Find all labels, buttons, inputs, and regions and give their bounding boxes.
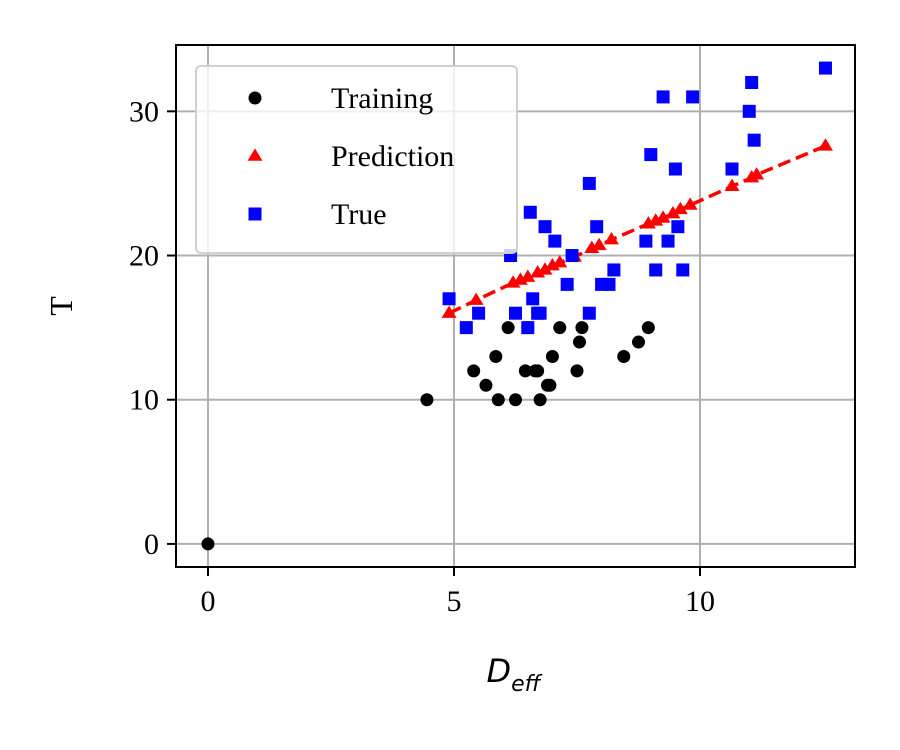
- true-point: [656, 90, 670, 104]
- true-point: [523, 205, 537, 219]
- training-point: [533, 393, 547, 407]
- true-point: [607, 263, 621, 277]
- x-tick-label: 5: [446, 585, 461, 618]
- true-point: [639, 234, 653, 248]
- training-point: [553, 321, 567, 335]
- prediction-point: [591, 237, 607, 251]
- prediction-point: [749, 167, 765, 180]
- x-axis-label-subscript: eff: [511, 672, 543, 697]
- true-point: [548, 234, 562, 248]
- training-point: [501, 321, 515, 335]
- true-point: [742, 104, 756, 118]
- training-point: [545, 349, 559, 363]
- x-tick-label: 10: [685, 585, 715, 618]
- true-point: [442, 292, 456, 306]
- y-tick-label: 10: [129, 384, 159, 417]
- y-tick-label: 20: [129, 240, 159, 273]
- x-axis-label: Deff: [486, 652, 542, 697]
- prediction-point: [537, 262, 553, 275]
- plot-frame: [175, 44, 856, 568]
- y-tick-label: 0: [144, 528, 159, 561]
- true-point: [459, 321, 473, 335]
- true-point: [602, 277, 616, 291]
- true-point: [472, 306, 486, 320]
- axis-ticks: 0 5 10 0 10 20 30: [129, 95, 715, 618]
- true-point: [521, 321, 535, 335]
- legend-training-label: Training: [331, 82, 433, 115]
- prediction-point: [468, 292, 484, 305]
- true-point: [676, 263, 690, 277]
- legend-box: [195, 65, 518, 254]
- prediction-point: [603, 232, 619, 245]
- training-point: [531, 364, 545, 378]
- true-point: [533, 306, 547, 320]
- prediction-point: [672, 201, 688, 215]
- true-point: [661, 234, 675, 248]
- prediction-point: [655, 210, 671, 223]
- prediction-point: [818, 138, 833, 151]
- training-point: [491, 393, 505, 407]
- true-point: [745, 75, 759, 89]
- true-point: [538, 220, 552, 234]
- prediction-point: [724, 178, 740, 192]
- true-point: [582, 306, 596, 320]
- true-point: [509, 306, 522, 320]
- true-point: [671, 220, 685, 234]
- prediction-series: [441, 138, 833, 318]
- training-point: [570, 364, 584, 378]
- prediction-point: [682, 197, 698, 210]
- training-point: [543, 378, 557, 392]
- true-point: [668, 162, 682, 176]
- prediction-point: [552, 255, 568, 268]
- true-point: [644, 148, 658, 162]
- training-point: [641, 321, 655, 335]
- prediction-point: [520, 269, 536, 282]
- true-point: [526, 292, 540, 306]
- legend: Training Prediction True: [195, 65, 518, 254]
- true-point: [747, 133, 761, 147]
- legend-true-label: True: [331, 198, 387, 231]
- true-point: [590, 220, 604, 234]
- legend-true-marker: [248, 207, 262, 221]
- true-point: [560, 277, 574, 291]
- training-point: [575, 321, 589, 335]
- training-point: [617, 349, 631, 363]
- training-point: [632, 335, 646, 349]
- training-point: [467, 364, 481, 378]
- legend-prediction-label: Prediction: [331, 140, 454, 173]
- training-series: [201, 321, 655, 551]
- training-point: [518, 364, 532, 378]
- true-point: [582, 176, 596, 190]
- training-point: [420, 393, 434, 407]
- y-tick-label: 30: [129, 95, 159, 128]
- true-point: [686, 90, 700, 104]
- prediction-point: [441, 305, 457, 318]
- training-point: [509, 393, 522, 407]
- true-point: [725, 162, 739, 176]
- true-point: [818, 61, 832, 75]
- true-point: [649, 263, 663, 277]
- legend-training-marker: [248, 91, 262, 105]
- training-point: [479, 378, 493, 392]
- legend-prediction-marker: [247, 148, 263, 161]
- x-axis-label-main: D: [486, 652, 511, 690]
- training-point: [201, 537, 215, 551]
- training-point: [489, 349, 503, 363]
- x-tick-label: 0: [200, 585, 215, 618]
- y-axis-label: T: [43, 296, 79, 316]
- prediction-point: [665, 206, 681, 219]
- true-point: [565, 249, 579, 263]
- training-point: [572, 335, 586, 349]
